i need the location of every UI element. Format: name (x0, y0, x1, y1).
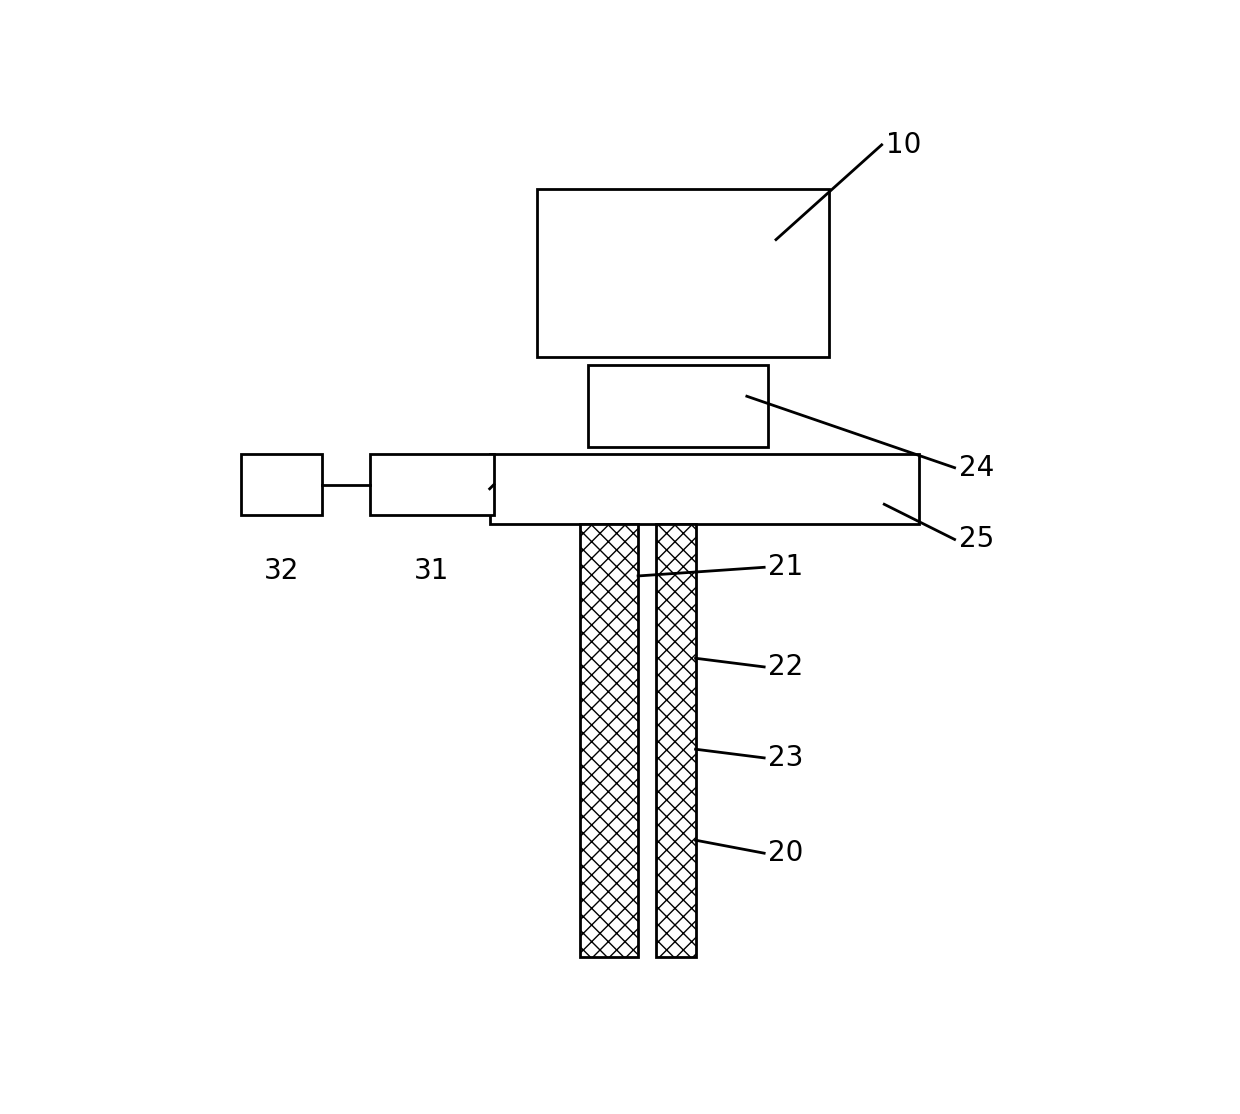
Text: 25: 25 (959, 526, 994, 554)
Text: 22: 22 (769, 653, 804, 681)
Text: 20: 20 (769, 839, 804, 867)
Bar (490, 453, 919, 524)
Bar (580, 524, 639, 957)
Bar (537, 189, 828, 356)
Bar (370, 453, 494, 516)
Bar (656, 524, 696, 957)
Text: 31: 31 (414, 557, 449, 585)
Text: 23: 23 (769, 744, 804, 772)
Text: 10: 10 (885, 130, 921, 159)
Text: 32: 32 (264, 557, 299, 585)
Text: 24: 24 (959, 453, 994, 481)
Text: 21: 21 (769, 554, 804, 582)
Bar (588, 365, 769, 447)
Bar (241, 453, 322, 516)
